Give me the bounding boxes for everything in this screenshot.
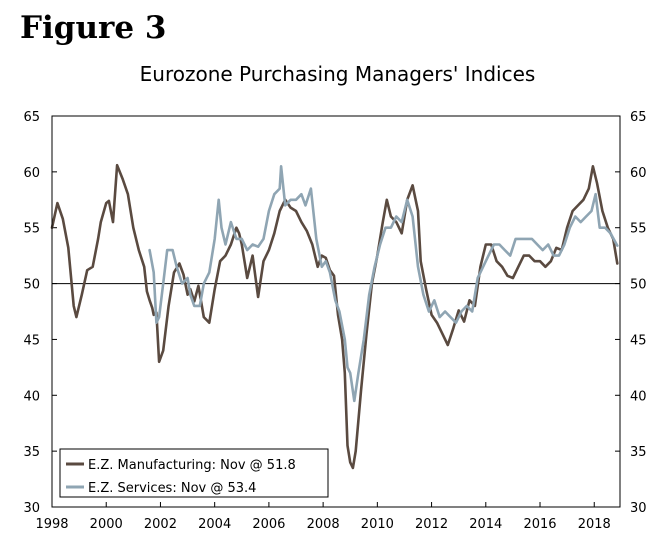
- y-tick-label-left: 40: [23, 389, 40, 404]
- y-tick-label-left: 45: [23, 333, 40, 348]
- legend: E.Z. Manufacturing: Nov @ 51.8 E.Z. Servi…: [59, 448, 329, 498]
- x-tick-label: 2012: [415, 517, 448, 532]
- chart-title: Eurozone Purchasing Managers' Indices: [139, 62, 536, 86]
- x-tick-label: 2006: [252, 517, 285, 532]
- y-tick-label-right: 65: [630, 110, 647, 125]
- x-tick-label: 2018: [578, 517, 611, 532]
- x-tick-label: 2000: [90, 517, 123, 532]
- y-tick-label-left: 60: [23, 166, 40, 181]
- y-tick-label-right: 60: [630, 166, 647, 181]
- plot-frame: [51, 115, 621, 508]
- y-tick-label-right: 50: [630, 278, 647, 293]
- x-tick-label: 2004: [198, 517, 231, 532]
- x-tick-label: 1998: [35, 517, 68, 532]
- legend-label: E.Z. Services: Nov @ 53.4: [88, 481, 256, 496]
- x-tick-label: 2014: [469, 517, 502, 532]
- x-tick-label: 2010: [361, 517, 394, 532]
- y-axis-right: 30 35 40 45 50 55 60 65: [615, 110, 647, 516]
- x-tick-label: 2016: [523, 517, 556, 532]
- y-tick-label-left: 30: [23, 501, 40, 516]
- y-tick-label-right: 40: [630, 389, 647, 404]
- x-axis: 1998 2000 2002 2004 2006 2008 2010 2012 2014 2016…: [35, 502, 611, 532]
- y-tick-label-right: 30: [630, 501, 647, 516]
- x-tick-label: 2008: [307, 517, 340, 532]
- series-line-manufacturing: [50, 163, 619, 470]
- y-tick-label-right: 35: [630, 445, 647, 460]
- y-tick-label-right: 45: [630, 333, 647, 348]
- y-tick-label-left: 50: [23, 278, 40, 293]
- series-line-services: [148, 165, 619, 403]
- y-axis-left: 30 35 40 45 50 55 60 65: [23, 110, 57, 516]
- y-tick-label-right: 55: [630, 222, 647, 237]
- figure-label: Figure 3: [20, 10, 167, 46]
- legend-label: E.Z. Manufacturing: Nov @ 51.8: [88, 458, 296, 473]
- series-layer: [50, 163, 619, 470]
- x-tick-label: 2002: [144, 517, 177, 532]
- y-tick-label-left: 55: [23, 222, 40, 237]
- y-tick-label-left: 65: [23, 110, 40, 125]
- legend-box: [59, 448, 329, 498]
- y-tick-label-left: 35: [23, 445, 40, 460]
